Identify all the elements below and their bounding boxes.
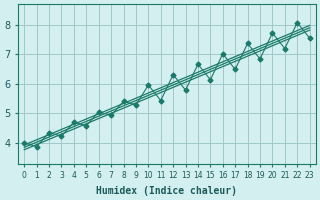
X-axis label: Humidex (Indice chaleur): Humidex (Indice chaleur) <box>96 186 237 196</box>
